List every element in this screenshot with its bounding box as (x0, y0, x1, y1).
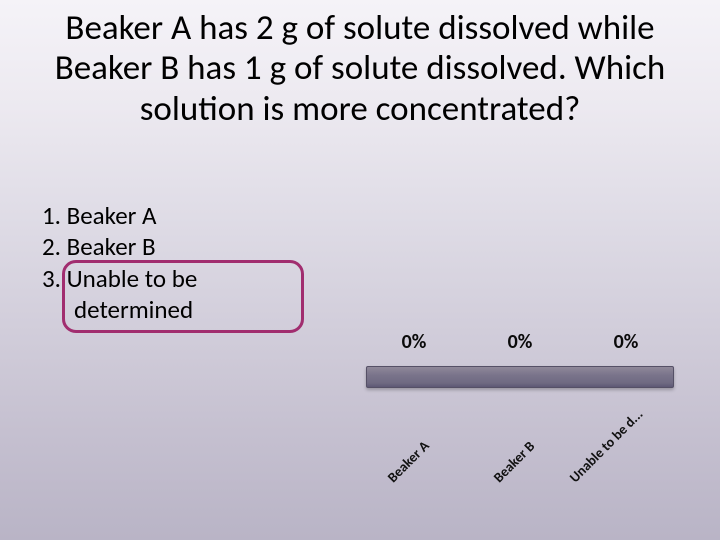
question-title: Beaker A has 2 g of solute dissolved whi… (30, 8, 690, 129)
option-3: 3. Unable to be (42, 263, 197, 294)
option-1: 1. Beaker A (42, 200, 197, 231)
chart-base (366, 366, 674, 388)
chart-percent-row: 0% 0% 0% (360, 330, 680, 358)
options-list: 1. Beaker A 2. Beaker B 3. Unable to be … (42, 200, 197, 325)
chart-pct-1: 0% (384, 330, 444, 354)
slide: Beaker A has 2 g of solute dissolved whi… (0, 0, 720, 540)
chart-labels: Beaker A Beaker B Unable to be d... (360, 390, 680, 500)
chart-label-1: Beaker A (384, 437, 433, 486)
response-chart: 0% 0% 0% Beaker A Beaker B Unable to be … (360, 330, 680, 510)
option-3-cont: determined (74, 294, 197, 325)
chart-label-3: Unable to be d... (566, 406, 646, 486)
option-2: 2. Beaker B (42, 231, 197, 262)
chart-pct-2: 0% (490, 330, 550, 354)
chart-pct-3: 0% (596, 330, 656, 354)
chart-label-2: Beaker B (490, 438, 538, 486)
